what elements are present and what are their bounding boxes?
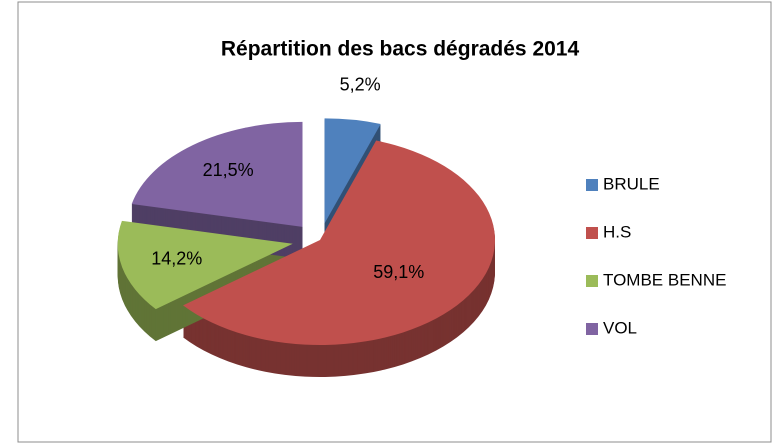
chart-title: Répartition des bacs dégradés 2014 [221,38,580,61]
data-label: 21,5% [203,160,254,180]
data-label: 5,2% [340,75,381,95]
legend-label: BRULE [603,174,660,193]
legend-label: H.S [603,222,631,241]
pie-slice [183,140,495,346]
data-label: 59,1% [373,262,424,282]
legend-swatch [586,275,598,287]
legend-label: TOMBE BENNE [603,270,726,289]
legend-swatch [586,323,598,335]
legend-label: VOL [603,318,637,337]
pie-slice [131,121,303,227]
legend-swatch [586,179,598,191]
pie-slice [117,220,293,310]
legend-swatch [586,227,598,239]
data-label: 14,2% [151,249,202,269]
pie-slice [324,118,381,224]
